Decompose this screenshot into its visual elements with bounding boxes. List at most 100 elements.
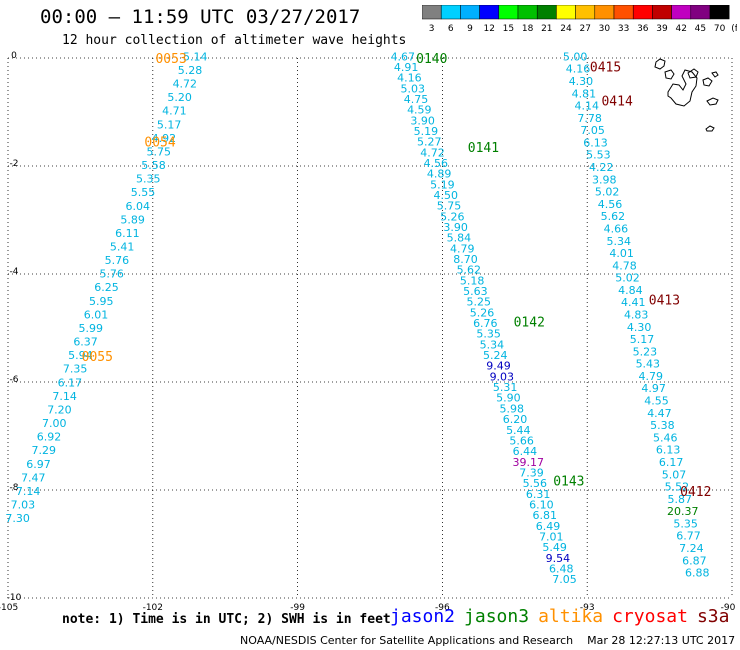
wave-height-value: 6.88 <box>685 567 710 580</box>
wave-height-value: 5.62 <box>601 210 626 223</box>
wave-height-value: 7.24 <box>679 542 704 555</box>
color-scale-label: 15 <box>503 24 514 34</box>
wave-height-value: 6.13 <box>656 444 681 457</box>
wave-height-value: 5.63 <box>463 285 488 298</box>
wave-height-value: 6.25 <box>94 281 119 294</box>
wave-height-value: 5.76 <box>99 268 124 281</box>
wave-height-value: 7.78 <box>577 112 602 125</box>
wave-height-value: 5.35 <box>136 173 161 186</box>
chart-title: 00:00 – 11:59 UTC 03/27/2017 <box>40 6 361 28</box>
wave-height-tracks: 5.145.284.725.204.715.174.925.755.585.35… <box>5 50 709 586</box>
wave-height-value: 7.29 <box>32 444 57 457</box>
wave-height-value: 5.25 <box>466 296 491 309</box>
wave-height-value: 4.41 <box>621 296 646 309</box>
wave-height-value: 5.17 <box>630 333 655 346</box>
color-scale-label: 45 <box>695 24 706 34</box>
y-tick-label: -4 <box>10 267 19 277</box>
wave-height-value: 5.46 <box>653 431 678 444</box>
wave-height-value: 5.89 <box>120 213 145 226</box>
legend-entry: altika <box>538 606 604 627</box>
wave-height-value: 4.56 <box>598 198 623 211</box>
x-tick-label: -93 <box>580 603 595 613</box>
wave-height-value: 4.97 <box>641 382 666 395</box>
wave-height-value: 5.28 <box>178 64 203 77</box>
color-scale-label: 42 <box>675 24 686 34</box>
wave-height-value: 5.53 <box>586 149 611 162</box>
time-label: 0140 <box>416 52 447 67</box>
x-tick-label: -90 <box>721 603 736 613</box>
wave-height-value: 5.34 <box>480 338 505 351</box>
wave-height-value: 6.92 <box>37 431 62 444</box>
wave-height-value: 4.55 <box>644 395 669 408</box>
legend-entry: jason3 <box>464 606 530 627</box>
wave-height-value: 6.04 <box>126 200 151 213</box>
color-scale-label: 6 <box>448 24 454 34</box>
color-scale-label: 24 <box>560 24 572 34</box>
wave-height-value: 39.17 <box>512 456 544 469</box>
wave-height-value: 6.17 <box>659 456 684 469</box>
time-label: 0141 <box>468 141 499 156</box>
wave-height-value: 5.19 <box>430 178 455 191</box>
time-label: 0412 <box>680 485 711 500</box>
color-scale-label: 3 <box>429 24 435 34</box>
footer-note: note: 1) Time is in UTC; 2) SWH is in fe… <box>62 612 391 627</box>
color-scale-label: 12 <box>483 24 494 34</box>
y-tick-label: -10 <box>7 593 22 603</box>
wave-height-value: 3.98 <box>592 173 617 186</box>
wave-height-value: 5.03 <box>400 82 425 95</box>
wave-height-value: 7.00 <box>42 417 67 430</box>
wave-height-value: 4.92 <box>152 132 177 145</box>
wave-height-value: 4.30 <box>569 75 594 88</box>
wave-height-value: 4.84 <box>618 284 643 297</box>
wave-height-value: 7.05 <box>552 573 577 586</box>
wave-height-value: 7.14 <box>16 485 41 498</box>
wave-height-value: 7.47 <box>21 471 46 484</box>
wave-height-value: 4.30 <box>627 321 652 334</box>
wave-height-value: 5.95 <box>89 295 114 308</box>
wave-height-value: 5.87 <box>668 493 693 506</box>
wave-height-value: 3.90 <box>443 221 468 234</box>
legend-entry: jason2 <box>390 606 456 627</box>
wave-height-value: 7.01 <box>539 530 564 543</box>
chart-subtitle: 12 hour collection of altimeter wave hei… <box>62 33 407 48</box>
wave-height-value: 6.37 <box>73 336 98 349</box>
wave-height-value: 4.72 <box>420 146 445 159</box>
time-label: 0415 <box>590 61 621 76</box>
wave-height-value: 5.19 <box>414 125 439 138</box>
wave-height-value: 5.99 <box>79 322 104 335</box>
wave-height-value: 6.11 <box>115 227 140 240</box>
wave-height-value: 6.97 <box>26 458 51 471</box>
color-scale-label: 18 <box>522 24 534 34</box>
time-label: 0053 <box>155 52 186 67</box>
color-scale-label: 36 <box>637 24 649 34</box>
wave-height-value: 6.31 <box>526 488 551 501</box>
wave-height-value: 5.41 <box>110 240 135 253</box>
wave-height-value: 7.35 <box>63 363 88 376</box>
wave-height-value: 4.79 <box>638 370 663 383</box>
wave-height-value: 7.30 <box>5 512 30 525</box>
wave-height-value: 5.26 <box>470 306 495 319</box>
color-scale-label: 70 <box>714 24 726 34</box>
wave-height-value: 4.56 <box>424 157 449 170</box>
wave-height-value: 4.71 <box>162 105 187 118</box>
wave-height-value: 4.01 <box>609 247 634 260</box>
wave-height-value: 5.56 <box>523 477 548 490</box>
wave-height-value: 6.44 <box>513 445 538 458</box>
wave-height-value: 5.62 <box>457 264 482 277</box>
wave-height-value: 5.44 <box>506 424 531 437</box>
color-scale-unit: (ft) <box>731 24 737 34</box>
wave-height-value: 5.17 <box>157 118 182 131</box>
wave-height-value: 5.49 <box>542 541 567 554</box>
time-label: 0142 <box>514 316 545 331</box>
wave-height-value: 5.84 <box>447 232 472 245</box>
time-label: 0414 <box>601 95 632 110</box>
wave-height-value: 5.18 <box>460 274 485 287</box>
wave-height-value: 4.67 <box>391 50 416 63</box>
wave-height-value: 5.66 <box>509 434 534 447</box>
wave-height-value: 6.81 <box>532 509 557 522</box>
y-tick-label: -8 <box>10 483 19 493</box>
axis-labels: -105 -102 -99 -96 -93 -90 0 -2 -4 -6 -8 -10 <box>0 51 736 613</box>
wave-height-value: 5.23 <box>633 345 658 358</box>
wave-height-value: 7.20 <box>47 403 72 416</box>
